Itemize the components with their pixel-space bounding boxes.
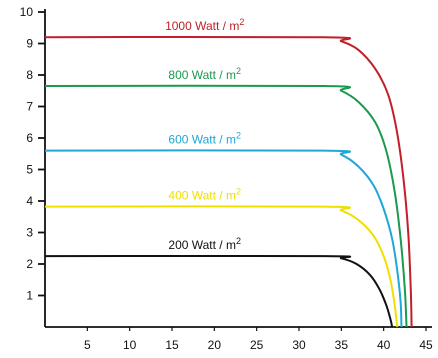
- y-tick-label: 10: [20, 5, 34, 19]
- series-label: 200 Watt / m2: [168, 236, 241, 252]
- series-label-text: 400 Watt / m: [168, 189, 236, 203]
- series-label: 600 Watt / m2: [168, 131, 241, 147]
- y-tick-label: 4: [26, 194, 33, 208]
- y-tick-label: 7: [26, 100, 33, 114]
- series-label-text: 800 Watt / m: [168, 68, 236, 82]
- series-label: 1000 Watt / m2: [165, 17, 244, 33]
- y-tick-label: 3: [26, 226, 33, 240]
- series-label-text: 1000 Watt / m: [165, 19, 239, 33]
- y-tick-label: 6: [26, 131, 33, 145]
- series-label-superscript: 2: [236, 66, 241, 76]
- series-line: [44, 35, 413, 328]
- series-label: 800 Watt / m2: [168, 66, 241, 82]
- x-tick-label: 45: [419, 338, 433, 352]
- x-tick-label: 25: [250, 338, 264, 352]
- series-line: [44, 205, 399, 328]
- y-tick-label: 9: [26, 37, 33, 51]
- x-tick-label: 5: [84, 338, 91, 352]
- series-line: [44, 254, 394, 328]
- series-label: 400 Watt / m2: [168, 187, 241, 203]
- x-tick-label: 10: [123, 338, 137, 352]
- x-tick-label: 35: [335, 338, 349, 352]
- y-tick-label: 8: [26, 68, 33, 82]
- series-line: [44, 149, 403, 328]
- x-tick-label: 30: [292, 338, 306, 352]
- x-tick-label: 20: [208, 338, 222, 352]
- y-tick-label: 5: [26, 163, 33, 177]
- series-label-text: 600 Watt / m: [168, 133, 236, 147]
- x-tick-label: 15: [165, 338, 179, 352]
- x-tick-label: 40: [377, 338, 391, 352]
- series-label-text: 200 Watt / m: [168, 238, 236, 252]
- series-label-superscript: 2: [236, 236, 241, 246]
- y-tick-label: 1: [26, 289, 33, 303]
- series-line: [44, 84, 408, 328]
- series-label-superscript: 2: [236, 187, 241, 197]
- series-label-superscript: 2: [239, 17, 244, 27]
- series-lines: [44, 35, 413, 328]
- y-tick-label: 2: [26, 257, 33, 271]
- series-label-superscript: 2: [236, 131, 241, 141]
